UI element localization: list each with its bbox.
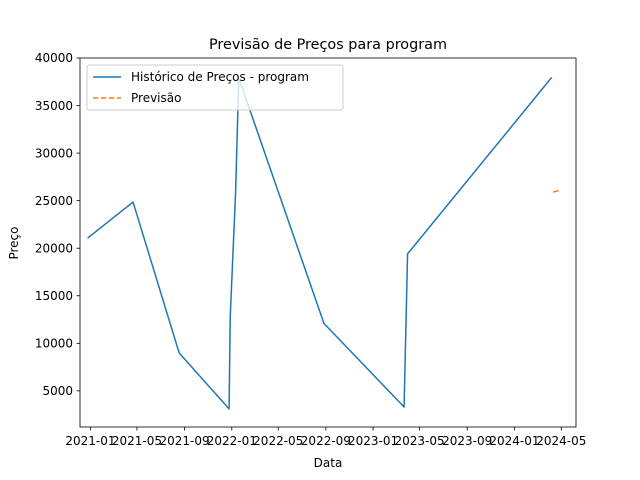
x-tick-label: 2021-01 (65, 434, 115, 448)
y-tick-label: 35000 (35, 99, 73, 113)
x-tick-label: 2024-05 (536, 434, 586, 448)
y-tick-label: 20000 (35, 241, 73, 255)
y-tick-label: 15000 (35, 289, 73, 303)
y-tick-label: 25000 (35, 194, 73, 208)
x-axis-label: Data (314, 456, 343, 470)
chart-title: Previsão de Preços para program (209, 37, 447, 53)
series-line-0 (87, 76, 553, 410)
y-axis-ticks: 5000 10000 15000 20000 25000 30000 35000 40000 (35, 51, 80, 398)
legend-label-previsao: Previsão (131, 91, 181, 105)
y-tick-label: 40000 (35, 51, 73, 65)
x-tick-label: 2021-09 (159, 434, 209, 448)
series-layer (87, 76, 561, 410)
legend-box (86, 64, 344, 111)
x-tick-label: 2023-05 (395, 434, 445, 448)
legend: Histórico de Preços - program Previsão (86, 64, 344, 111)
x-tick-label: 2023-09 (442, 434, 492, 448)
axes-frame (79, 57, 577, 428)
y-tick-label: 30000 (35, 146, 73, 160)
axes-layer (79, 57, 577, 428)
x-tick-label: 2022-01 (207, 434, 257, 448)
y-tick-label: 10000 (35, 337, 73, 351)
x-tick-label: 2022-05 (253, 434, 303, 448)
x-tick-label: 2021-05 (112, 434, 162, 448)
x-tick-label: 2022-09 (301, 434, 351, 448)
y-axis-label: Preço (7, 226, 21, 259)
x-tick-label: 2023-01 (348, 434, 398, 448)
x-tick-label: 2024-01 (489, 434, 539, 448)
plot-area (80, 58, 576, 427)
x-axis-ticks: 2021-012021-052021-092022-012022-052022-… (65, 427, 586, 448)
plot-background (80, 58, 576, 427)
legend-label-historico: Histórico de Preços - program (131, 70, 309, 84)
y-tick-label: 5000 (42, 384, 73, 398)
series-line-1 (552, 189, 561, 193)
